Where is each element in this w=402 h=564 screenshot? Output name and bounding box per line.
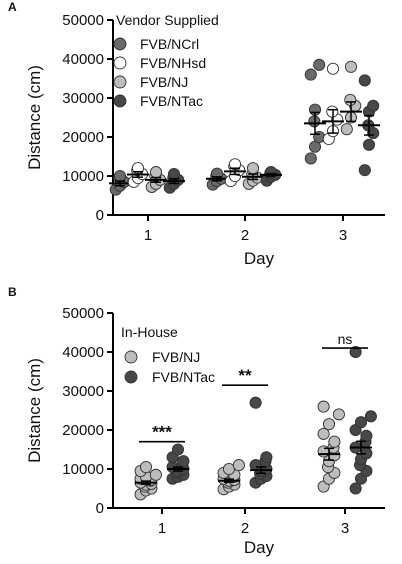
significance-label: *** [152,423,172,442]
series-fvb-nj [134,400,345,501]
y-tick-label: 20000 [62,129,104,146]
legend-entry-label: FVB/NJ [140,74,188,90]
panel-a: A 0 10000 20000 30000 40000 50000 1 2 3 Distance (… [8,0,385,268]
panel-label: A [8,0,17,14]
y-tick-label: 30000 [62,383,104,400]
y-tick-label: 20000 [62,422,104,439]
legend-marker [113,56,127,70]
data-point [364,410,377,423]
data-point [249,396,262,409]
y-tick-label: 40000 [62,51,104,68]
panel-label: B [8,285,17,299]
y-tick-label: 50000 [62,12,104,29]
data-point [354,416,368,429]
series-fvb-ncrl [109,58,326,196]
legend-marker [113,37,127,51]
x-tick-label: 2 [241,520,249,537]
legend-entry-label: FVB/NTac [140,93,203,109]
legend-entry-label: FVB/NCrl [140,36,199,52]
y-tick-label: 40000 [62,344,104,361]
data-point [113,169,127,183]
y-tick-label: 0 [96,207,104,224]
x-tick-label: 1 [144,227,152,244]
y-tick-label: 30000 [62,90,104,107]
data-point [171,443,185,456]
data-point [367,99,380,112]
data-point [317,400,330,413]
legend-marker [124,370,138,384]
legend: In-House FVB/NJ FVB/NTac [121,324,215,385]
data-point [344,60,358,73]
data-point [328,435,341,448]
x-axis-label: Day [244,249,275,268]
data-point [167,167,181,181]
data-point [313,58,326,71]
data-point [362,138,376,151]
legend-title: Vendor Supplied [116,12,219,28]
data-point [349,482,362,495]
legend-entry-label: FVB/NTac [152,369,215,385]
data-point [358,164,371,177]
data-point [322,418,336,431]
series-fvb-nj [145,60,362,193]
x-tick-label: 2 [241,227,249,244]
series-fvb-nhsd [127,62,344,188]
x-tick-label: 3 [339,227,347,244]
y-tick-label: 10000 [62,168,104,185]
data-point [304,152,317,165]
x-axis-label: Day [244,538,275,557]
data-point [349,345,362,359]
legend-marker [124,350,138,364]
x-tick-label: 1 [158,520,166,537]
data-point [360,429,373,442]
y-tick-label: 10000 [62,461,104,478]
legend: Vendor Supplied FVB/NCrl FVB/NHsd FVB/NJ FVB… [113,12,219,109]
data-point [177,455,190,468]
significance-label: ** [238,366,252,385]
data-point [326,62,340,75]
data-point [149,166,163,179]
x-tick-label: 3 [341,520,349,537]
legend-title: In-House [121,324,178,340]
legend-entry-label: FVB/NJ [152,349,200,365]
y-tick-label: 0 [96,500,104,517]
data-point [340,123,353,136]
legend-entry-label: FVB/NHsd [140,55,206,71]
data-point [358,74,371,87]
legend-marker [113,94,127,108]
y-axis-label: Distance (cm) [25,358,44,463]
series-fvb-ntac [166,345,377,495]
legend-marker [113,75,127,89]
data-point [317,427,330,440]
data-point [332,408,345,421]
data-point [139,460,153,474]
data-point [232,459,245,472]
y-tick-label: 50000 [62,305,104,322]
panel-b: B 0 10000 20000 30000 40000 50000 1 2 3 Distance (… [8,285,385,557]
data-point [260,451,273,464]
data-point [149,468,162,481]
data-point [246,162,260,175]
series-fvb-ntac [163,74,380,194]
significance-label: ns [338,331,353,347]
y-axis-label: Distance (cm) [25,65,44,170]
data-point [304,68,317,81]
